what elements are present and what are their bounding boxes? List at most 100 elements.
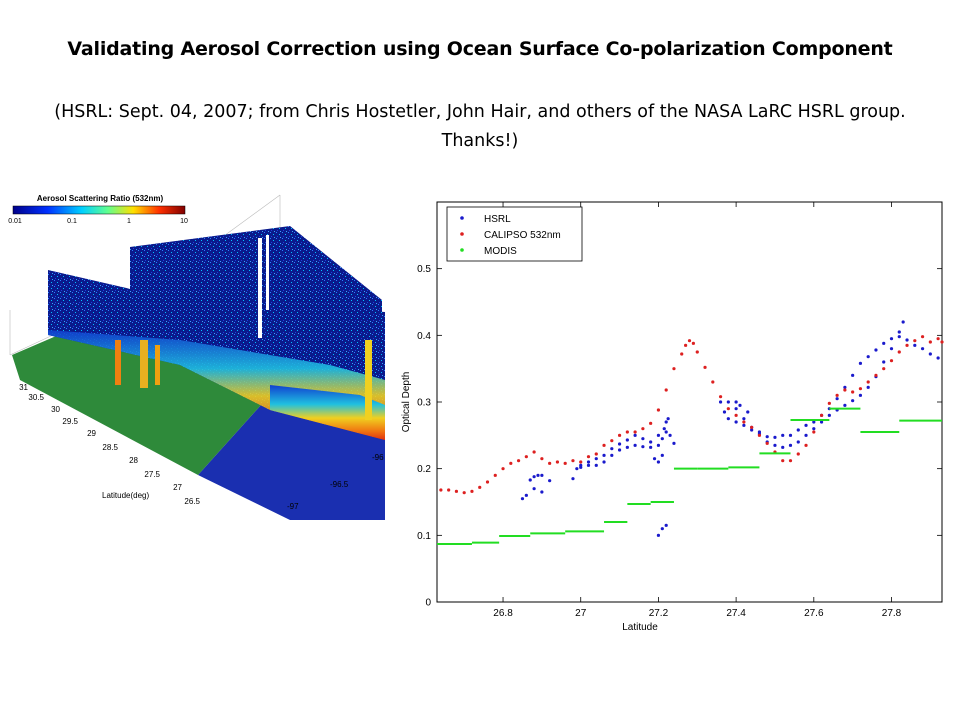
lat-tick: 30	[51, 405, 60, 414]
data-point	[757, 433, 762, 437]
data-point	[750, 425, 754, 429]
lat-tick: 29	[87, 429, 96, 438]
data-point	[796, 428, 800, 432]
data-point	[586, 463, 591, 467]
data-point	[858, 387, 863, 391]
data-point	[936, 356, 940, 360]
lat-tick: 29.5	[62, 417, 78, 426]
data-point	[843, 403, 847, 407]
legend-marker	[460, 216, 464, 220]
data-point	[897, 350, 901, 354]
data-point	[742, 417, 746, 421]
lon-tick: -96	[372, 453, 384, 462]
data-point	[796, 452, 800, 456]
data-point	[889, 347, 894, 351]
data-point	[819, 420, 824, 424]
data-point	[520, 497, 525, 501]
data-point	[765, 435, 769, 439]
data-point	[819, 413, 824, 417]
data-point	[889, 359, 894, 363]
data-point	[579, 460, 583, 464]
data-point	[656, 533, 661, 537]
data-point	[773, 443, 777, 447]
lat-tick: 27	[173, 483, 182, 492]
aerosol-3d-figure: Aerosol Scattering Ratio (532nm) 0.01 0.…	[8, 194, 385, 520]
legend-marker	[460, 248, 464, 252]
data-point	[672, 441, 676, 445]
data-point	[851, 390, 855, 394]
legend-label: MODIS	[484, 246, 517, 257]
colorbar	[12, 205, 186, 215]
data-point	[664, 430, 668, 434]
data-point	[812, 427, 816, 431]
data-point	[920, 335, 925, 339]
data-point	[656, 433, 661, 437]
data-point	[633, 433, 637, 437]
data-point	[928, 340, 932, 344]
x-tick-label: 26.8	[493, 608, 513, 619]
data-point	[711, 380, 715, 384]
data-point	[738, 403, 742, 407]
data-point	[586, 455, 591, 459]
data-point	[641, 445, 645, 449]
optical-depth-chart: 26.8 27 27.2 27.4 27.6 27.8 0 0.1 0.2 0.3 0.4 0.5 H…	[401, 201, 944, 633]
data-point	[509, 461, 513, 465]
data-point	[617, 442, 622, 446]
data-point	[478, 485, 482, 489]
data-point	[649, 445, 653, 449]
lon-tick: -96.5	[330, 480, 349, 489]
data-point	[641, 427, 645, 431]
data-point	[633, 430, 637, 434]
data-point	[610, 447, 614, 451]
data-point	[684, 343, 688, 347]
data-point	[734, 407, 738, 411]
data-point	[913, 339, 917, 343]
data-point	[594, 463, 598, 467]
data-point	[851, 399, 855, 403]
data-point	[485, 480, 490, 484]
data-point	[532, 450, 536, 454]
legend-label: CALIPSO 532nm	[484, 230, 561, 241]
data-point	[726, 417, 730, 421]
data-point	[447, 488, 451, 492]
data-point	[812, 430, 816, 434]
data-point	[812, 420, 816, 424]
data-point	[462, 491, 466, 495]
data-point	[796, 440, 800, 444]
data-point	[913, 343, 917, 347]
lat-tick: 31	[19, 383, 28, 392]
data-point	[827, 401, 831, 405]
data-point	[454, 489, 459, 493]
data-point	[866, 385, 870, 389]
data-point	[928, 352, 932, 356]
data-point	[718, 395, 723, 399]
data-point	[602, 453, 606, 457]
data-point	[548, 479, 552, 483]
lat-tick: 27.5	[144, 470, 160, 479]
data-point	[874, 373, 878, 377]
data-point	[726, 400, 730, 404]
data-point	[874, 348, 878, 352]
data-point	[571, 477, 575, 481]
data-point	[936, 337, 940, 341]
data-point	[575, 467, 579, 471]
lat-tick: 26.5	[184, 497, 200, 506]
data-point	[882, 360, 886, 364]
data-point	[920, 347, 925, 351]
data-point	[765, 441, 769, 445]
data-point	[649, 440, 653, 444]
data-point	[532, 475, 536, 479]
x-axis-label: Latitude	[622, 622, 658, 633]
data-point	[734, 400, 738, 404]
data-point	[586, 460, 591, 464]
data-point	[602, 443, 606, 447]
data-point	[726, 407, 730, 411]
data-point	[571, 459, 575, 463]
data-point	[680, 352, 684, 356]
data-point	[528, 478, 532, 482]
data-point	[439, 488, 443, 492]
plot-area	[436, 201, 943, 603]
data-point	[668, 433, 672, 437]
data-point	[742, 423, 746, 427]
data-point	[703, 365, 707, 369]
